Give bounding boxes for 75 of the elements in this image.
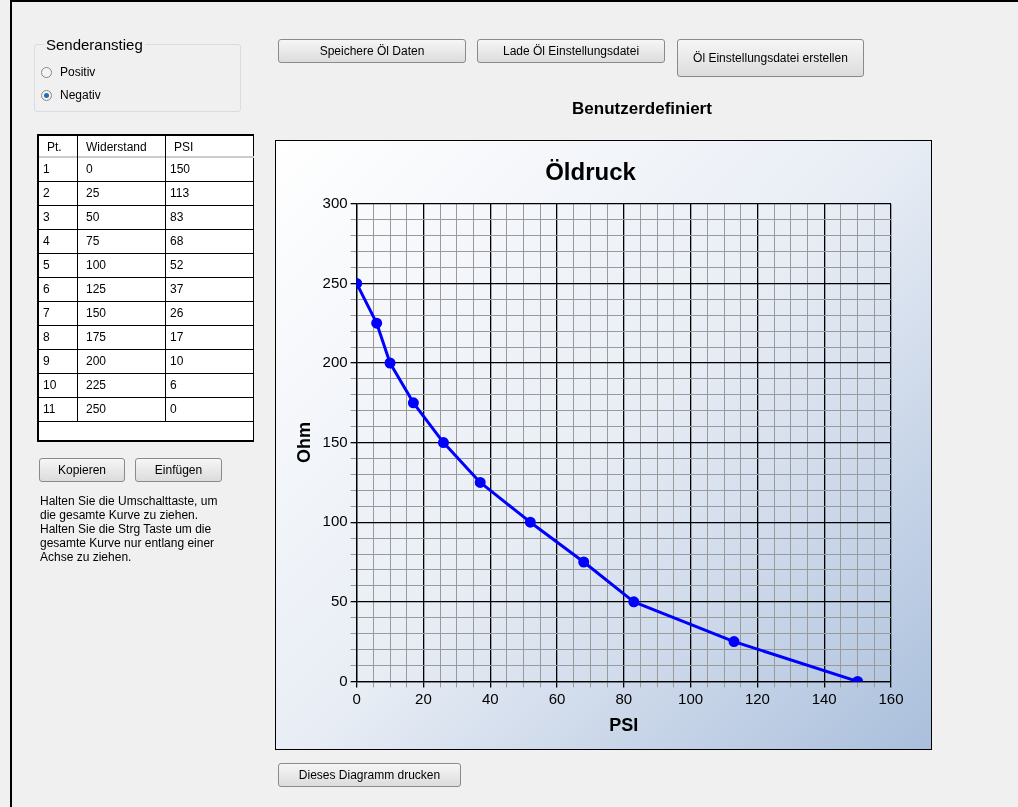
x-tick-label: 60	[548, 689, 566, 707]
text: 25	[78, 182, 165, 206]
x-axis-title: PSI	[609, 715, 639, 736]
text: Einfügen	[135, 458, 222, 482]
text: 68	[166, 230, 254, 254]
text: 50	[78, 206, 165, 230]
text: 0	[78, 158, 165, 182]
x-tick-label: 160	[878, 689, 904, 707]
y-tick-label: 0	[339, 671, 348, 689]
text: 225	[78, 374, 165, 398]
text: Dieses Diagramm drucken	[278, 763, 461, 787]
text: 0	[166, 398, 254, 422]
text: Widerstand	[78, 136, 165, 158]
text: Negativ	[60, 88, 101, 102]
text: 150	[166, 158, 254, 182]
text: Lade Öl Einstellungsdatei	[477, 39, 665, 63]
x-tick-label: 40	[481, 689, 499, 707]
text: Speichere Öl Daten	[278, 39, 466, 63]
x-tick-label: 100	[678, 689, 704, 707]
text: 37	[166, 278, 254, 302]
text: 75	[78, 230, 165, 254]
text: 6	[39, 278, 77, 302]
text: 113	[166, 182, 254, 206]
text: 1	[39, 158, 77, 182]
text: 26	[166, 302, 254, 326]
point	[628, 596, 640, 608]
point	[371, 317, 383, 329]
x-tick-label: 0	[352, 689, 361, 707]
text: Senderanstieg	[44, 36, 145, 53]
y-tick-label: 150	[322, 432, 348, 450]
text: Öl Einstellungsdatei erstellen	[677, 39, 864, 77]
text: 52	[166, 254, 254, 278]
text: 175	[78, 326, 165, 350]
y-tick-label: 100	[322, 512, 348, 530]
chart-title: Öldruck	[545, 158, 637, 186]
text: Kopieren	[39, 458, 125, 482]
text: 100	[78, 254, 165, 278]
text: 2	[39, 182, 77, 206]
point	[474, 476, 486, 488]
text: 83	[166, 206, 254, 230]
text: 11	[39, 398, 77, 422]
y-tick-label: 50	[330, 591, 348, 609]
text: Pt.	[39, 136, 77, 158]
text: 200	[78, 350, 165, 374]
point	[524, 516, 536, 528]
text: 6	[166, 374, 254, 398]
point	[728, 636, 740, 648]
x-tick-label: 20	[415, 689, 432, 707]
text: Positiv	[60, 65, 96, 79]
text: Halten Sie die Umschalttaste, um die gesamte Kurve zu ziehen. Halten Sie die Strg Taste um die gesamte Kurve nur entlang einer Achse zu ziehen.	[40, 494, 219, 564]
text: 10	[166, 350, 254, 374]
text: PSI	[166, 136, 254, 158]
text: 10	[39, 374, 77, 398]
text: 17	[166, 326, 254, 350]
y-tick-label: 300	[322, 193, 348, 211]
text: Benutzerdefiniert	[571, 99, 713, 119]
text: 5	[39, 254, 77, 278]
point	[407, 397, 419, 409]
text: 150	[78, 302, 165, 326]
text: 7	[39, 302, 77, 326]
text: 9	[39, 350, 77, 374]
y-tick-label: 200	[322, 353, 348, 371]
y-axis-title: Ohm	[293, 422, 314, 464]
text: 250	[78, 398, 165, 422]
x-tick-label: 140	[811, 689, 837, 707]
point	[384, 357, 396, 369]
point	[578, 556, 590, 568]
text: 8	[39, 326, 77, 350]
text: 4	[39, 230, 77, 254]
x-tick-label: 80	[615, 689, 633, 707]
y-tick-label: 250	[322, 273, 348, 291]
text: 125	[78, 278, 165, 302]
x-tick-label: 120	[744, 689, 770, 707]
point	[437, 437, 449, 449]
text: 3	[39, 206, 77, 230]
